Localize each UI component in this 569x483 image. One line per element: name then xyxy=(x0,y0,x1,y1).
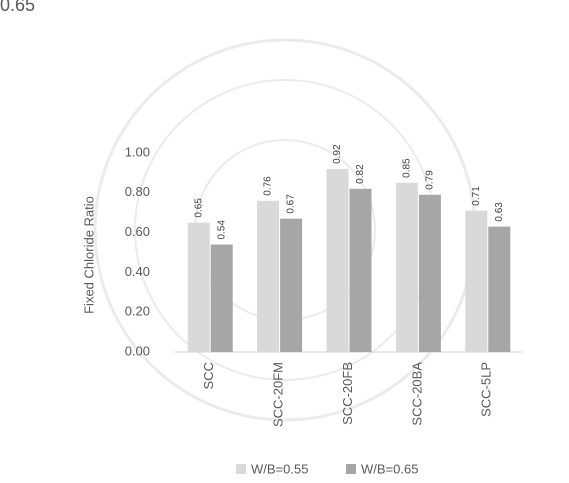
bar xyxy=(418,194,441,352)
bar xyxy=(210,244,233,352)
annotation: 0.65 xyxy=(0,0,35,15)
bar xyxy=(488,226,511,352)
x-tick-label: SCC-20BA xyxy=(409,362,424,426)
value-label: 0.67 xyxy=(286,194,297,214)
value-label: 0.92 xyxy=(332,144,343,164)
bar xyxy=(326,168,349,352)
x-tick-label: SCC-20FB xyxy=(340,362,355,425)
y-tick-label: 0.00 xyxy=(125,343,150,358)
y-tick-label: 0.20 xyxy=(125,304,150,319)
value-label: 0.76 xyxy=(263,176,274,196)
bar xyxy=(395,182,418,352)
legend-swatch xyxy=(236,464,246,474)
y-tick-label: 0.40 xyxy=(125,264,150,279)
value-label: 0.65 xyxy=(193,198,204,218)
value-label: 0.85 xyxy=(402,158,413,178)
value-label: 0.63 xyxy=(494,202,505,222)
legend-swatch xyxy=(346,464,356,474)
legend-label: W/B=0.55 xyxy=(251,461,308,476)
bar xyxy=(187,222,210,352)
y-axis-label: Fixed Chloride Ratio xyxy=(81,196,96,314)
y-tick-label: 0.80 xyxy=(125,184,150,199)
legend-label: W/B=0.65 xyxy=(361,461,418,476)
value-label: 0.82 xyxy=(355,164,366,184)
x-tick-label: SCC-20FM xyxy=(271,362,286,427)
bar xyxy=(349,188,372,352)
bar xyxy=(465,210,488,352)
bar xyxy=(280,218,303,352)
value-label: 0.54 xyxy=(216,220,227,240)
value-label: 0.79 xyxy=(425,170,436,190)
x-tick-label: SCC xyxy=(201,362,216,389)
y-tick-label: 0.60 xyxy=(125,224,150,239)
x-tick-label: SCC-5LP xyxy=(479,362,494,417)
bar xyxy=(257,200,280,352)
value-label: 0.71 xyxy=(471,186,482,206)
y-tick-label: 1.00 xyxy=(125,144,150,159)
